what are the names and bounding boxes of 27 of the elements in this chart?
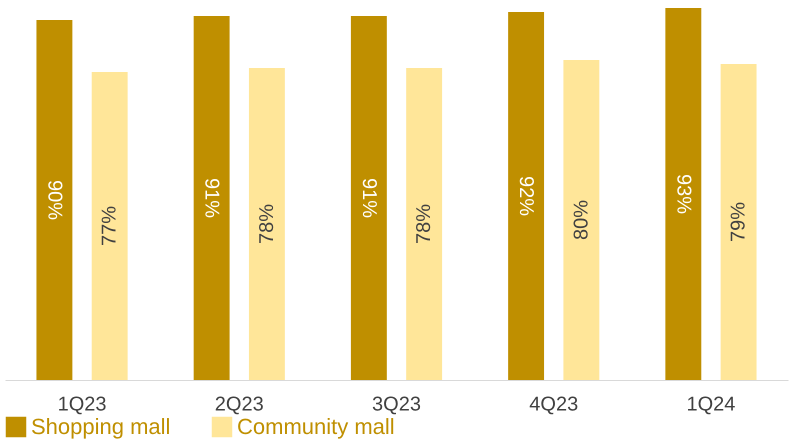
- data-label: 79%: [728, 202, 750, 242]
- data-label: 91%: [358, 178, 380, 218]
- legend-label: Shopping mall: [31, 414, 170, 439]
- bar: [563, 60, 600, 380]
- x-tick-label: 3Q23: [372, 394, 421, 416]
- legend-label: Community mall: [237, 414, 395, 439]
- x-tick-label: 1Q24: [686, 394, 736, 416]
- x-tick-label: 4Q23: [529, 394, 578, 416]
- data-label: 78%: [413, 204, 436, 244]
- data-label: 93%: [672, 174, 694, 214]
- bar: [720, 64, 757, 380]
- bar: [406, 68, 442, 380]
- data-label: 80%: [570, 200, 592, 240]
- bar: [36, 20, 72, 380]
- data-label: 91%: [200, 178, 223, 218]
- data-label: 92%: [515, 176, 538, 216]
- x-tick-label: 1Q23: [58, 394, 107, 416]
- data-label: 90%: [43, 180, 66, 220]
- x-tick-label: 2Q23: [214, 394, 264, 416]
- bar: [350, 16, 387, 380]
- data-label: 78%: [256, 204, 278, 244]
- bar: [194, 16, 230, 380]
- bar: [508, 12, 544, 380]
- data-label: 77%: [98, 206, 121, 246]
- bar: [248, 68, 285, 380]
- bar: [665, 8, 702, 380]
- bar: [92, 72, 128, 380]
